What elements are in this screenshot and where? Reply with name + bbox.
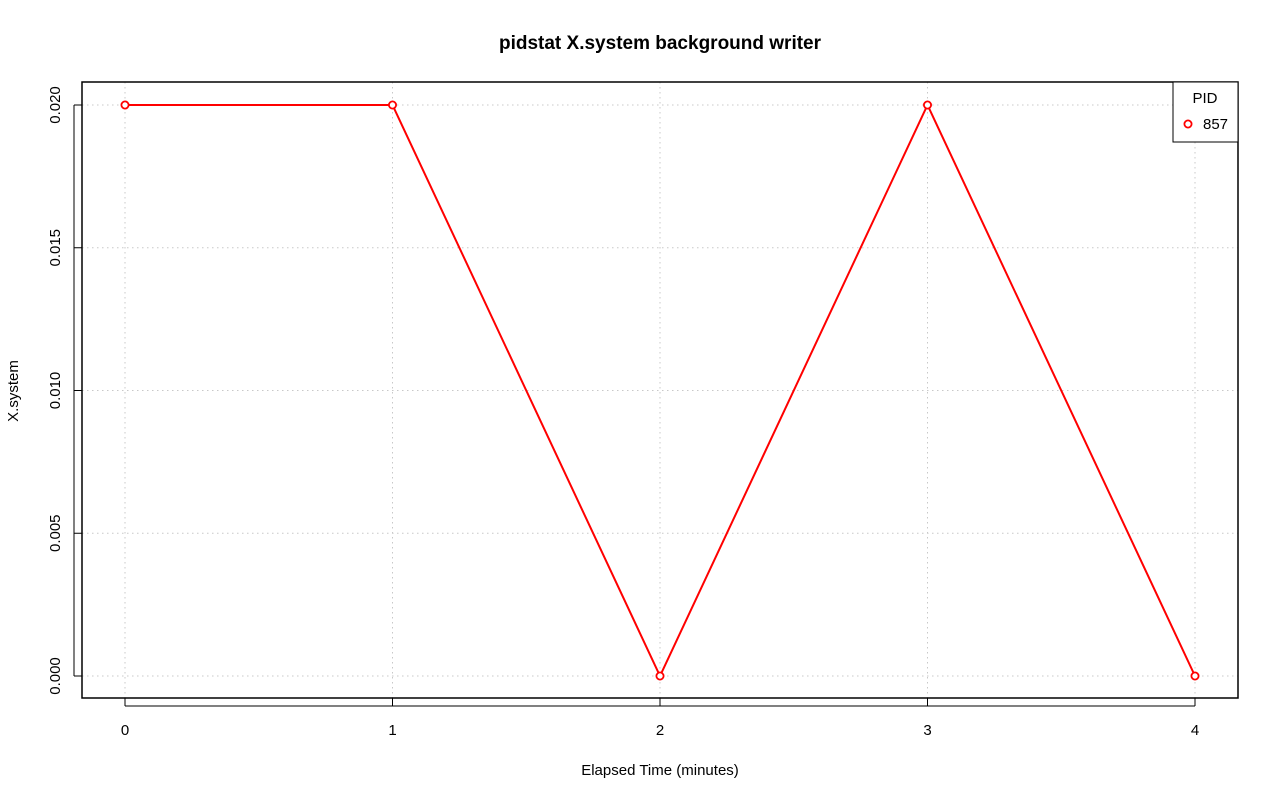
y-tick-label-2: 0.010 — [47, 372, 64, 410]
x-tick-label-4: 4 — [1191, 722, 1199, 739]
legend-box — [1172, 81, 1239, 143]
y-tick-label-4: 0.020 — [47, 86, 64, 124]
legend-title: PID — [1192, 90, 1217, 107]
y-axis: 0.000 0.005 0.010 0.015 0.020 — [47, 86, 82, 695]
legend: PID 857 — [1172, 81, 1239, 143]
series-layer — [120, 100, 1200, 681]
data-point-857-1 — [387, 100, 397, 110]
y-tick-label-0: 0.000 — [47, 657, 64, 695]
y-tick-label-3: 0.015 — [47, 229, 64, 267]
plot-frame — [81, 81, 1239, 699]
data-point-857-4 — [1190, 671, 1200, 681]
x-tick-label-0: 0 — [121, 722, 129, 739]
x-axis-label: Elapsed Time (minutes) — [581, 762, 739, 779]
data-point-857-3 — [923, 100, 933, 110]
data-point-857-2 — [655, 671, 665, 681]
chart-title: pidstat X.system background writer — [499, 33, 822, 54]
data-point-857-0 — [120, 100, 130, 110]
y-tick-label-1: 0.005 — [47, 514, 64, 552]
legend-entry-857: 857 — [1203, 116, 1228, 133]
x-axis: 0 1 2 3 4 — [121, 698, 1199, 739]
grid — [82, 82, 1238, 698]
x-tick-label-1: 1 — [388, 722, 396, 739]
x-tick-label-2: 2 — [656, 722, 664, 739]
series-line-857 — [125, 102, 1196, 679]
y-axis-label: X.system — [5, 360, 22, 422]
legend-marker-857 — [1183, 119, 1193, 129]
x-tick-label-3: 3 — [923, 722, 931, 739]
